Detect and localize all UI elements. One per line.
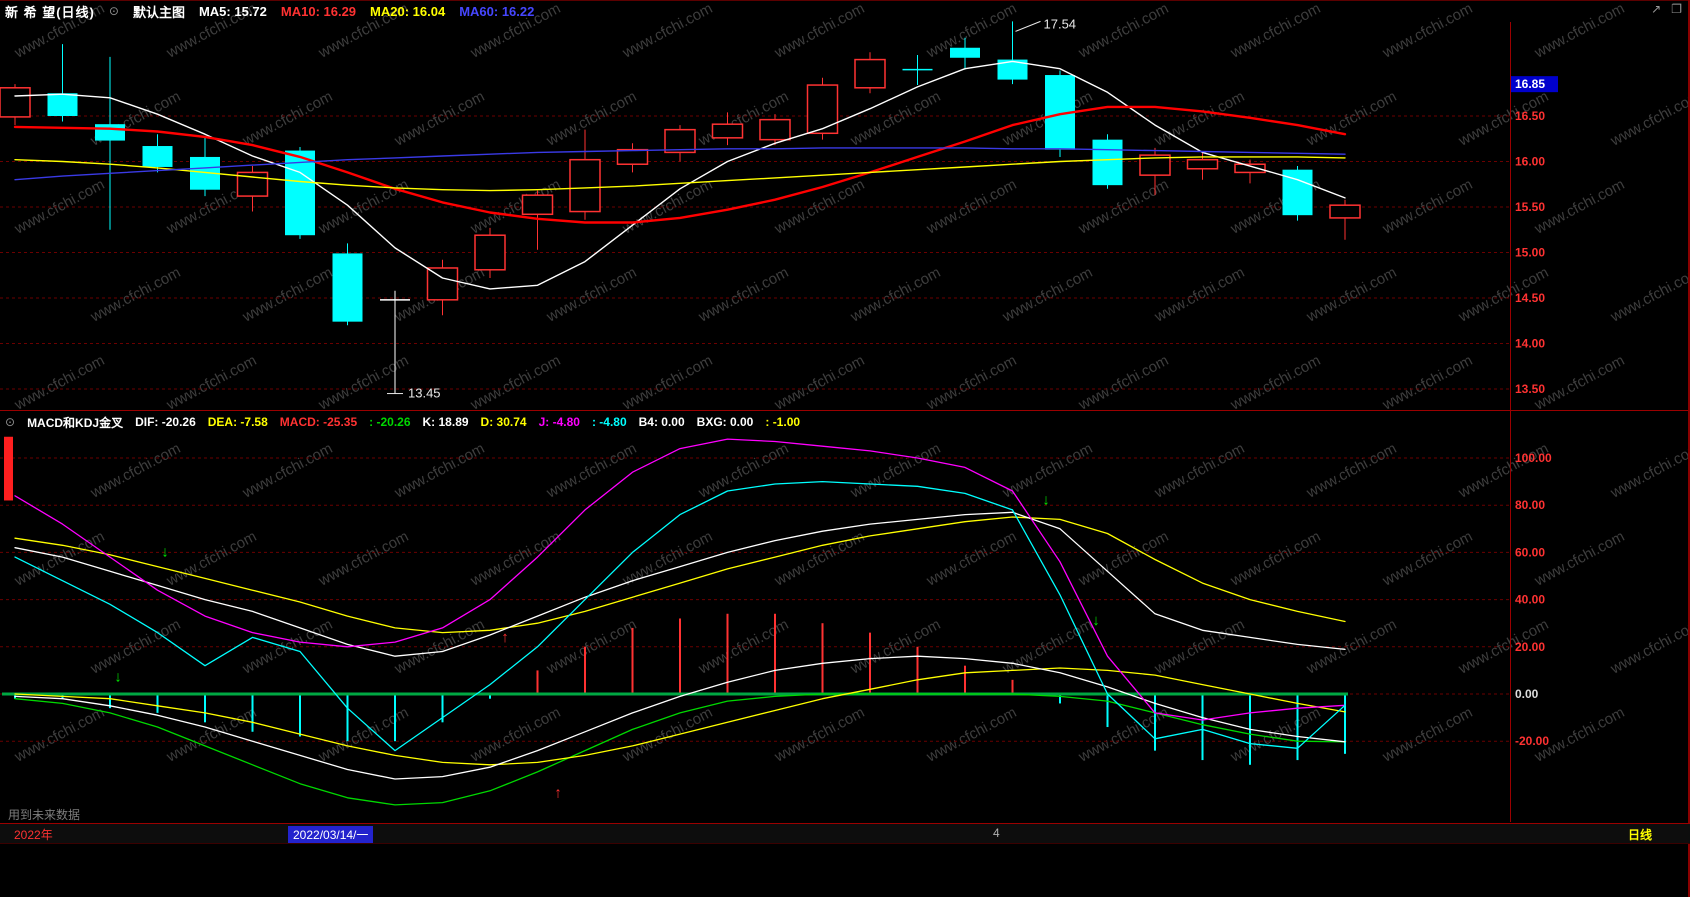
ma20-value: MA20: 16.04 [370, 3, 446, 19]
svg-text:www.cfchi.com: www.cfchi.com [1531, 176, 1627, 238]
dif-value: DIF: -20.26 [135, 415, 196, 429]
indicator-plot-region[interactable] [0, 432, 1510, 812]
window-controls: ↗ ❐ [1651, 2, 1682, 16]
svg-text:16.00: 16.00 [1515, 155, 1545, 169]
svg-text:13.45: 13.45 [408, 386, 441, 401]
panel-icon[interactable]: ❐ [1671, 2, 1682, 16]
svg-text:15.50: 15.50 [1515, 200, 1545, 214]
svg-text:13.50: 13.50 [1515, 382, 1545, 396]
overlay-name: 默认主图 [132, 4, 185, 20]
stock-title: 新 希 望(日线) [5, 4, 95, 20]
svg-text:-20.00: -20.00 [1515, 734, 1549, 748]
svg-text:20.00: 20.00 [1515, 640, 1545, 654]
svg-text:14.00: 14.00 [1515, 337, 1545, 351]
ma5-value: MA5: 15.72 [198, 3, 267, 19]
svg-text:www.cfchi.com: www.cfchi.com [1607, 264, 1690, 326]
svg-text:14.50: 14.50 [1515, 291, 1545, 305]
d-value: D: 30.74 [480, 415, 527, 429]
svg-text:www.cfchi.com: www.cfchi.com [1531, 528, 1627, 590]
svg-text:60.00: 60.00 [1515, 545, 1545, 559]
svg-text:16.85: 16.85 [1515, 77, 1545, 91]
svg-text:www.cfchi.com: www.cfchi.com [1607, 616, 1690, 678]
annotations-layer: 17.54 13.45 [387, 16, 1077, 401]
svg-text:↓: ↓ [1042, 492, 1050, 509]
svg-text:15.00: 15.00 [1515, 246, 1545, 260]
svg-text:www.cfchi.com: www.cfchi.com [1531, 0, 1627, 62]
main-plot-region[interactable] [0, 22, 1510, 410]
main-chart-header: 新 希 望(日线) ⊙ 默认主图 MA5: 15.72 MA10: 16.29 … [0, 0, 534, 22]
indicator-name: MACD和KDJ金叉 [27, 415, 124, 430]
month-label: 4 [993, 826, 1000, 840]
svg-text:↓: ↓ [1092, 612, 1100, 629]
j2-value: : -4.80 [591, 415, 627, 429]
ma-lines-layer [13, 60, 1347, 290]
svg-text:↓: ↓ [114, 669, 122, 686]
expand-icon[interactable]: ↗ [1651, 2, 1662, 16]
svg-text:www.cfchi.com: www.cfchi.com [1531, 352, 1627, 414]
future-data-warning: 用到未来数据 [8, 808, 81, 822]
extra-value: : -1.00 [765, 415, 801, 429]
svg-text:↑: ↑ [554, 785, 562, 802]
overlay-indicator-icon[interactable]: ⊙ [108, 4, 119, 18]
svg-text:↓: ↓ [161, 543, 169, 560]
svg-text:40.00: 40.00 [1515, 593, 1545, 607]
svg-text:100.00: 100.00 [1515, 451, 1552, 465]
bxg-value: BXG: 0.00 [696, 415, 754, 429]
indicator-series-layer [14, 438, 1346, 806]
svg-text:↑: ↑ [501, 629, 509, 646]
svg-text:80.00: 80.00 [1515, 498, 1545, 512]
signal-markers-layer: ↓ ↓ ↑ ↑ ↓ ↓ [114, 492, 1100, 802]
period-label[interactable]: 日线 [1627, 828, 1652, 842]
j-value: J: -4.80 [538, 415, 580, 429]
svg-text:0.00: 0.00 [1515, 687, 1539, 701]
svg-text:16.50: 16.50 [1515, 109, 1545, 123]
price-badge: 16.85 [1511, 76, 1558, 93]
dea-value: DEA: -7.58 [207, 415, 268, 429]
svg-text:www.cfchi.com: www.cfchi.com [1607, 440, 1690, 502]
year-label: 2022年 [14, 828, 53, 842]
k-value: K: 18.89 [422, 415, 469, 429]
svg-text:17.54: 17.54 [1044, 16, 1077, 31]
macd-value: MACD: -25.35 [279, 415, 358, 429]
date-axis[interactable]: 2022年 2022/03/14/一 4 日线 [0, 823, 1690, 843]
ma60-value: MA60: 16.22 [459, 3, 535, 19]
svg-text:www.cfchi.com: www.cfchi.com [1607, 88, 1690, 150]
b4-value: B4: 0.00 [638, 415, 685, 429]
green-value: : -20.26 [369, 415, 411, 429]
ma10-value: MA10: 16.29 [280, 3, 357, 19]
macd-histogram-layer [4, 436, 1346, 765]
gridlines-layer: 16.50 16.00 15.50 15.00 14.50 14.00 13.50 100.0… [0, 109, 1552, 748]
selected-date: 2022/03/14/一 [288, 826, 374, 843]
indicator-icon[interactable]: ⊙ [5, 415, 16, 429]
candles-layer [0, 21, 1361, 394]
indicator-header: ⊙ MACD和KDJ金叉 DIF: -20.26 DEA: -7.58 MACD… [0, 413, 800, 431]
